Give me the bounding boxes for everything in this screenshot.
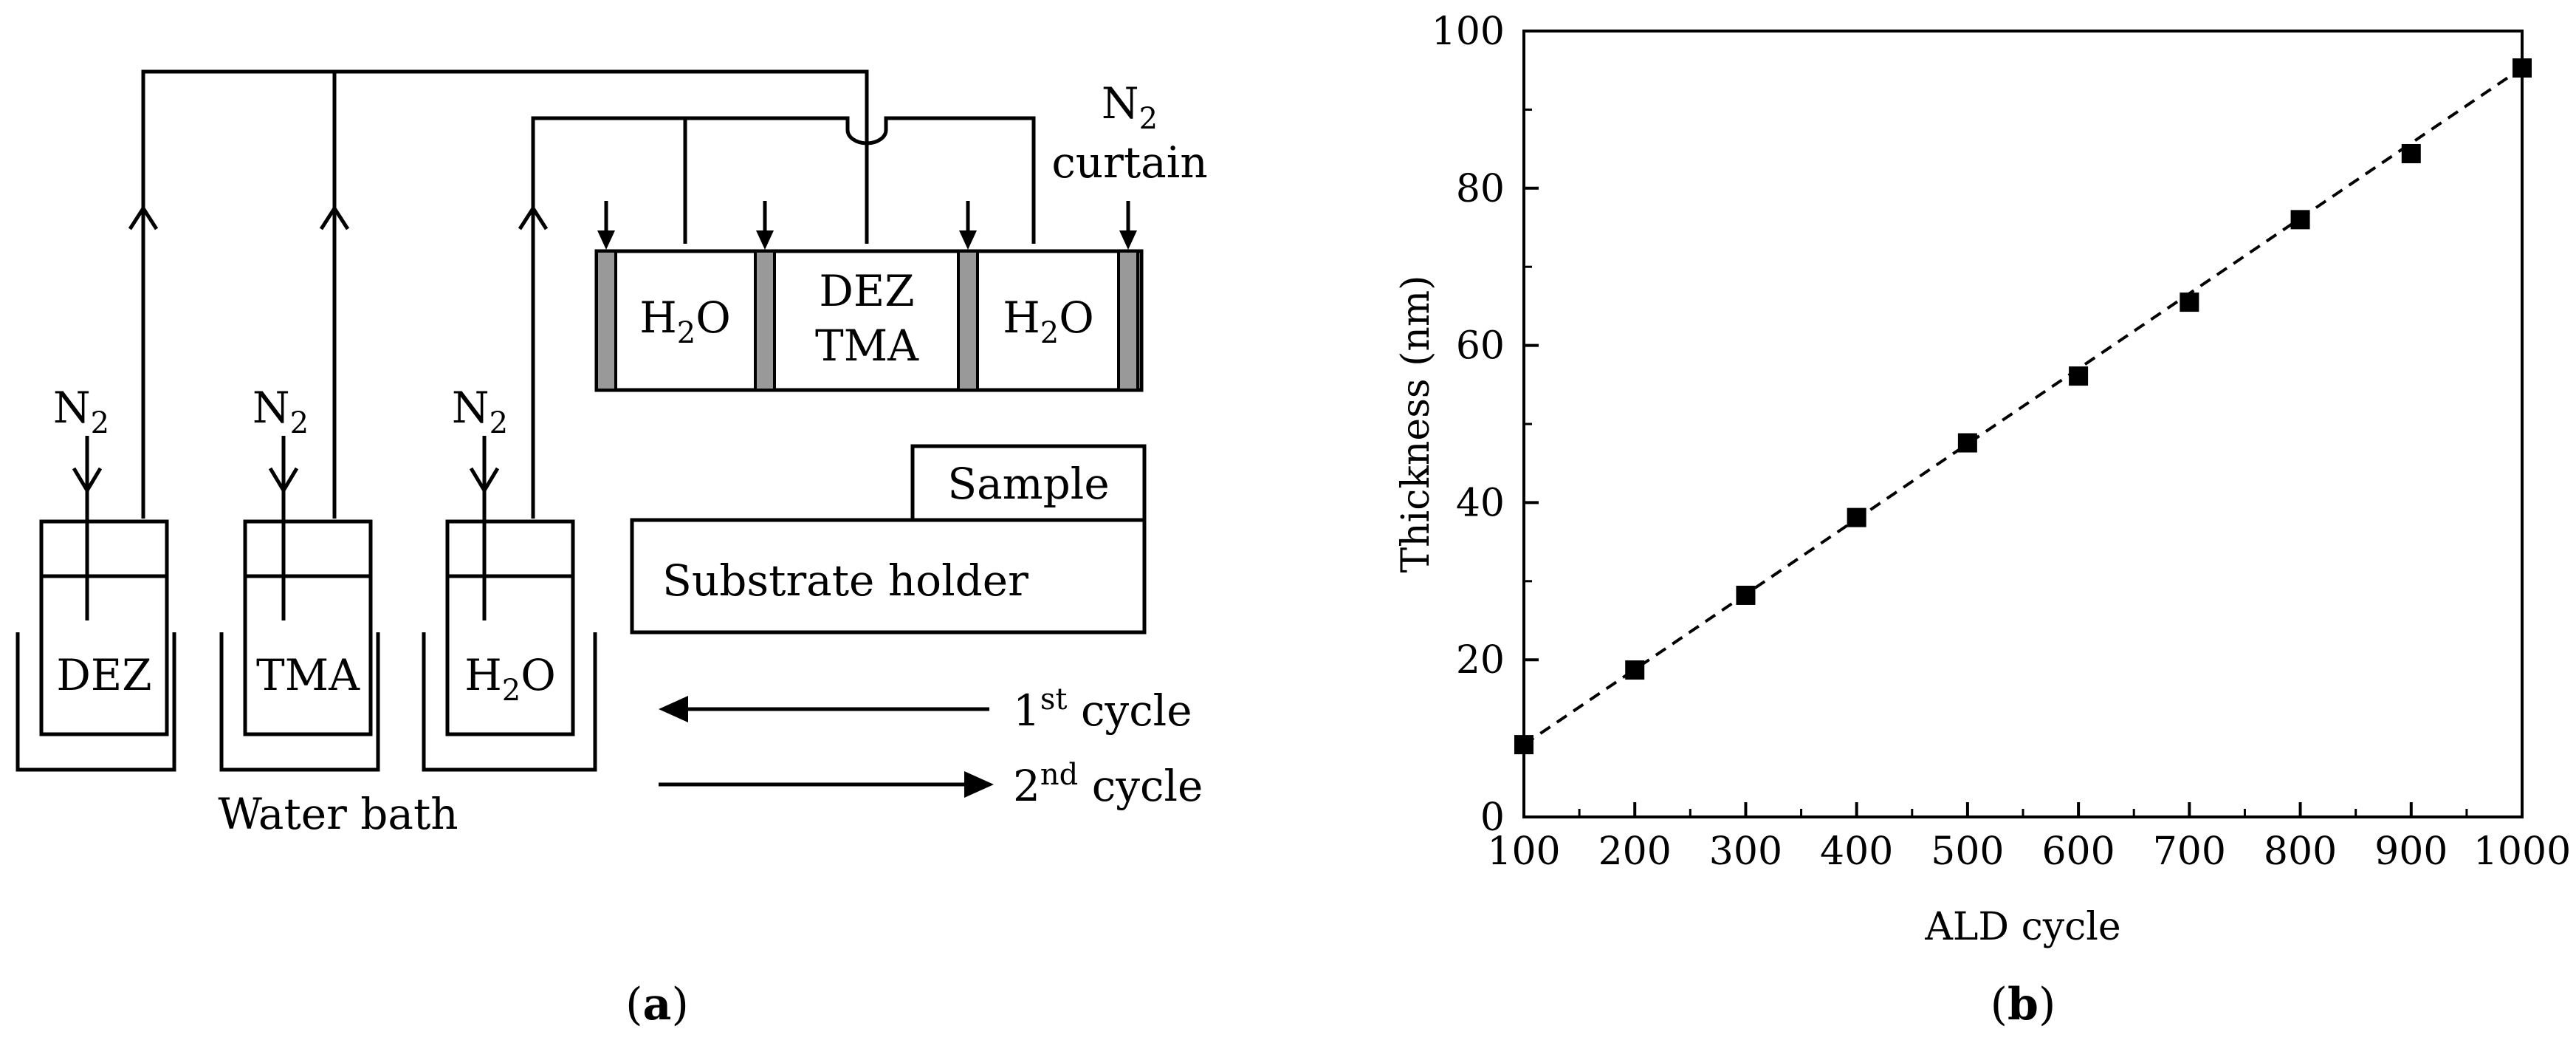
sample-block xyxy=(910,444,1147,522)
x-tick-label: 1000 xyxy=(2473,830,2571,874)
bubbler-dez-label: DEZ xyxy=(56,650,151,700)
bubbler-dez-n2-label: N2 xyxy=(53,383,109,440)
x-axis: 100 200 300 400 500 600 700 800 900 1000 xyxy=(1487,802,2571,874)
y-tick-label: 100 xyxy=(1432,10,1505,54)
x-tick-label: 700 xyxy=(2153,830,2226,874)
y-tick-label: 0 xyxy=(1480,796,1505,840)
bubbler-h2o xyxy=(422,436,597,772)
substrate-holder-label: Substrate holder xyxy=(662,555,1028,606)
head-center-dez-label: DEZ xyxy=(819,266,914,316)
curtain-arrowhead-4 xyxy=(1119,230,1137,250)
cycle2-arrowhead xyxy=(964,771,994,798)
bubbler-h2o-label: H2O xyxy=(464,650,556,708)
substrate-holder-block xyxy=(630,518,1147,635)
y-tick-label: 80 xyxy=(1456,167,1505,211)
water-bath-tma xyxy=(219,632,380,772)
water-bath-h2o xyxy=(422,632,597,772)
bubbler-h2o-n2-label: N2 xyxy=(452,383,508,440)
y-axis-label: Thickness (nm) xyxy=(1394,276,1438,573)
head-right-h2o-label: H2O xyxy=(1003,293,1094,350)
curtain-slot-2 xyxy=(754,250,776,391)
head-center-tma-label: TMA xyxy=(815,321,919,371)
curtain-n2-label: N2 xyxy=(1102,78,1158,136)
ald-head: H2O DEZ TMA H2O xyxy=(594,201,1144,392)
curtain-arrowhead-2 xyxy=(756,230,774,250)
cycle-arrows: 1st cycle 2nd cycle xyxy=(659,683,1203,811)
bubbler-dez xyxy=(16,436,176,772)
curtain-word-label: curtain xyxy=(1051,137,1207,188)
data-point-marker xyxy=(1736,585,1756,605)
data-point-marker xyxy=(1957,433,1977,453)
water-bath-dez xyxy=(16,632,176,772)
curtain-arrowhead-3 xyxy=(959,230,977,250)
x-tick-label: 300 xyxy=(1709,830,1782,874)
h2o-manifold xyxy=(531,116,1036,519)
y-tick-label: 60 xyxy=(1456,324,1505,369)
water-bath-label: Water bath xyxy=(218,789,458,839)
dez-flow-arrow xyxy=(128,205,159,230)
curtain-slot-3 xyxy=(957,250,979,391)
bubbler-tma-label: TMA xyxy=(256,650,360,700)
curtain-slot-1 xyxy=(595,250,617,391)
bubbler-tma-inlet-arrow xyxy=(268,467,299,494)
y-axis: 0 20 40 60 80 100 xyxy=(1432,10,1539,840)
data-point-marker xyxy=(2069,366,2089,386)
dez-tma-manifold xyxy=(141,69,869,519)
data-point-marker xyxy=(2290,210,2310,230)
bubbler-h2o-inlet-arrow xyxy=(469,467,500,494)
data-point-marker xyxy=(2513,58,2532,78)
x-tick-label: 200 xyxy=(1598,830,1672,874)
x-tick-label: 100 xyxy=(1487,830,1560,874)
data-point-marker xyxy=(1514,735,1533,755)
data-point-marker xyxy=(1625,660,1645,680)
bubbler-dez-body xyxy=(39,519,169,736)
tma-flow-arrow xyxy=(319,205,350,230)
data-markers xyxy=(1514,58,2532,755)
gas-lines xyxy=(128,69,1036,519)
data-point-marker xyxy=(2401,143,2421,163)
head-left-h2o-label: H2O xyxy=(639,293,731,350)
fit-line xyxy=(1522,66,2524,746)
plot-frame xyxy=(1522,30,2524,818)
bubbler-tma xyxy=(219,436,380,772)
x-axis-label: ALD cycle xyxy=(1924,905,2120,949)
bubbler-h2o-body xyxy=(445,519,575,736)
panel-a-caption: (a) xyxy=(625,979,689,1030)
sample-label: Sample xyxy=(947,459,1109,509)
x-tick-label: 600 xyxy=(2041,830,2115,874)
bubbler-dez-inlet-arrow xyxy=(72,467,103,494)
y-tick-label: 20 xyxy=(1456,638,1505,683)
panel-b-caption: (b) xyxy=(1991,979,2056,1030)
bubbler-tma-body xyxy=(243,519,373,736)
x-tick-label: 800 xyxy=(2264,830,2337,874)
cycle1-arrowhead xyxy=(659,696,688,722)
cycle2-label: 2nd cycle xyxy=(1013,758,1203,811)
data-point-marker xyxy=(2180,293,2199,312)
x-tick-label: 400 xyxy=(1820,830,1893,874)
h2o-flow-arrow xyxy=(518,205,549,230)
chart-panel: 100 200 300 400 500 600 700 800 900 1000 0 20 40 60 8… xyxy=(1394,10,2571,1030)
x-tick-label: 500 xyxy=(1931,830,2004,874)
y-tick-label: 40 xyxy=(1456,481,1505,525)
data-point-marker xyxy=(1847,507,1866,527)
curtain-arrowhead-1 xyxy=(597,230,615,250)
curtain-slot-4 xyxy=(1117,250,1139,391)
x-tick-label: 900 xyxy=(2374,830,2448,874)
bubbler-tma-n2-label: N2 xyxy=(253,383,309,440)
cycle1-label: 1st cycle xyxy=(1013,683,1192,736)
schematic-panel: H2O DEZ TMA H2O N2 curtain Sample Substr… xyxy=(16,69,1208,1030)
